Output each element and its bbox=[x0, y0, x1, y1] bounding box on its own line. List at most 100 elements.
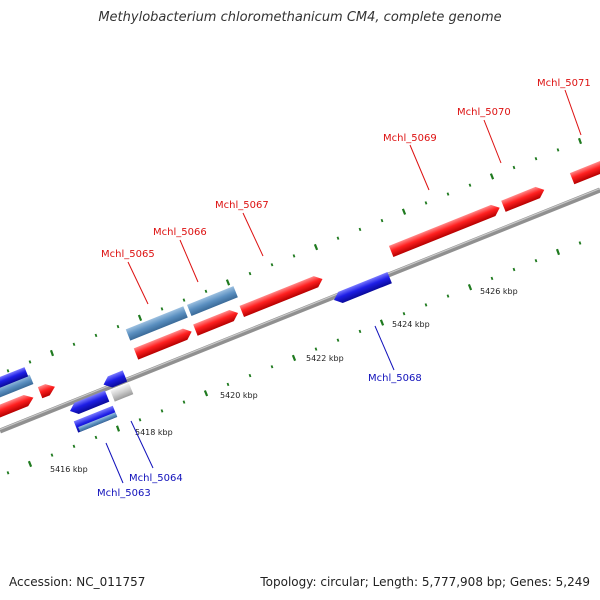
label-leader bbox=[179, 239, 199, 283]
gene-label[interactable]: Mchl_5063 bbox=[97, 488, 151, 499]
label-leader bbox=[374, 325, 395, 371]
scale-tick bbox=[270, 365, 274, 369]
tick-label: 5420 kbp bbox=[220, 391, 258, 400]
scale-tick bbox=[424, 303, 428, 307]
scale-tick bbox=[248, 271, 252, 276]
scale-tick bbox=[27, 460, 33, 468]
scale-tick bbox=[358, 329, 362, 334]
scale-tick bbox=[248, 373, 252, 378]
scale-tick bbox=[225, 279, 231, 286]
rna-feature bbox=[0, 374, 34, 401]
scale-tick bbox=[578, 241, 582, 245]
scale-tick bbox=[226, 382, 230, 387]
cds-feature bbox=[501, 186, 545, 212]
scale-tick bbox=[468, 183, 472, 187]
label-leader bbox=[130, 420, 154, 469]
genome-backbone bbox=[0, 187, 600, 434]
cds-feature bbox=[193, 310, 239, 336]
label-leader bbox=[127, 261, 149, 305]
scale-tick bbox=[577, 137, 583, 145]
rna-feature bbox=[78, 412, 118, 432]
scale-tick bbox=[401, 208, 407, 215]
scale-tick bbox=[49, 349, 55, 357]
scale-tick bbox=[512, 165, 516, 170]
scale-tick bbox=[379, 319, 385, 326]
scale-tick bbox=[534, 258, 538, 263]
label-leader bbox=[242, 212, 264, 257]
genome-summary-text: Topology: circular; Length: 5,777,908 bp… bbox=[260, 575, 590, 589]
scale-tick bbox=[138, 418, 142, 422]
tick-label: 5424 kbp bbox=[392, 320, 430, 329]
scale-tick bbox=[336, 338, 340, 342]
gene-label[interactable]: Mchl_5064 bbox=[129, 473, 183, 484]
rna-feature bbox=[186, 286, 238, 316]
tick-label: 5426 kbp bbox=[480, 287, 518, 296]
cds-feature bbox=[0, 394, 34, 428]
scale-tick bbox=[72, 342, 76, 347]
scale-tick bbox=[160, 409, 164, 413]
scale-tick bbox=[292, 254, 296, 258]
gene-label[interactable]: Mchl_5065 bbox=[101, 249, 155, 260]
scale-tick bbox=[115, 425, 121, 432]
scale-tick bbox=[94, 435, 98, 440]
cds-feature bbox=[569, 147, 600, 185]
scale-tick bbox=[6, 369, 10, 373]
scale-tick bbox=[270, 263, 274, 267]
cds-feature bbox=[37, 384, 55, 399]
scale-tick bbox=[314, 347, 318, 351]
scale-tick bbox=[555, 248, 561, 256]
scale-tick bbox=[446, 192, 450, 196]
tick-label: 5416 kbp bbox=[50, 465, 88, 474]
gene-label[interactable]: Mchl_5068 bbox=[368, 373, 422, 384]
label-leader bbox=[105, 442, 124, 484]
gene-label[interactable]: Mchl_5070 bbox=[457, 107, 511, 118]
scale-tick bbox=[556, 148, 560, 152]
scale-tick bbox=[28, 360, 32, 364]
tick-row-lower bbox=[6, 241, 582, 475]
scale-tick bbox=[94, 333, 98, 338]
label-leader bbox=[483, 119, 502, 164]
gene-label[interactable]: Mchl_5071 bbox=[537, 78, 591, 89]
accession-text: Accession: NC_011757 bbox=[9, 575, 146, 589]
cds-feature bbox=[133, 328, 192, 360]
scale-tick bbox=[204, 289, 208, 294]
tick-label: 5418 kbp bbox=[135, 428, 173, 437]
cds-feature bbox=[0, 367, 29, 393]
scale-tick bbox=[446, 294, 450, 298]
gene-label[interactable]: Mchl_5066 bbox=[153, 227, 207, 238]
tick-row-upper bbox=[6, 137, 583, 373]
tick-label: 5422 kbp bbox=[306, 354, 344, 363]
scale-tick bbox=[489, 173, 495, 180]
feature-track bbox=[0, 147, 600, 433]
scale-tick bbox=[512, 267, 516, 272]
scale-tick bbox=[116, 324, 120, 329]
scale-tick bbox=[313, 243, 319, 251]
scale-tick bbox=[160, 307, 164, 311]
label-leader bbox=[564, 89, 582, 136]
scale-tick bbox=[424, 201, 428, 205]
scale-tick bbox=[72, 444, 76, 449]
other-feature bbox=[110, 383, 134, 402]
cds-feature bbox=[239, 276, 323, 318]
scale-tick bbox=[490, 276, 494, 281]
cds-feature bbox=[103, 370, 128, 388]
scale-tick bbox=[50, 453, 54, 457]
genome-backbone-highlight bbox=[0, 187, 600, 431]
scale-tick bbox=[534, 156, 538, 161]
gene-label[interactable]: Mchl_5069 bbox=[383, 133, 437, 144]
cds-feature bbox=[334, 272, 392, 303]
gene-label[interactable]: Mchl_5067 bbox=[215, 200, 269, 211]
cds-feature bbox=[70, 390, 110, 414]
scale-tick bbox=[6, 471, 10, 475]
scale-tick bbox=[203, 390, 209, 397]
scale-tick bbox=[402, 311, 406, 316]
scale-tick bbox=[291, 354, 297, 362]
scale-tick bbox=[336, 236, 340, 240]
rna-feature bbox=[125, 306, 188, 341]
scale-tick bbox=[182, 400, 186, 404]
label-leader bbox=[409, 144, 430, 191]
scale-tick bbox=[380, 218, 384, 223]
scale-tick bbox=[358, 227, 362, 232]
scale-tick bbox=[467, 283, 473, 291]
